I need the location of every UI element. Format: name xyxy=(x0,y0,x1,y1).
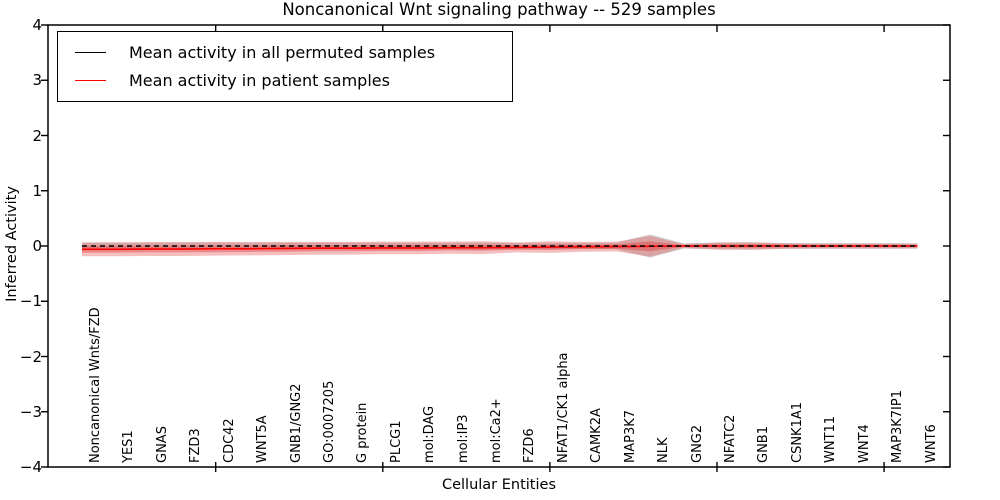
x-category-label: G protein xyxy=(355,402,371,463)
x-category-label: GNB1 xyxy=(756,426,772,463)
x-category-label: Noncanonical Wnts/FZD xyxy=(88,307,103,463)
x-category-label: CDC42 xyxy=(221,418,237,463)
legend-box: Mean activity in all permuted samples Me… xyxy=(57,31,513,102)
x-category-label: MAP3K7 xyxy=(622,409,638,463)
x-category-label: NLK xyxy=(656,437,672,464)
x-category-label: WNT5A xyxy=(255,415,271,463)
legend-label: Mean activity in all permuted samples xyxy=(129,42,436,62)
x-category-label: mol:DAG xyxy=(422,405,438,463)
x-category-label: WNT6 xyxy=(923,424,939,463)
x-category-label: CAMK2A xyxy=(589,408,605,463)
y-tick-label: 2 xyxy=(32,126,42,145)
y-tick-label: 4 xyxy=(32,16,42,34)
legend-line-sample-black xyxy=(75,51,106,53)
x-category-label: YES1 xyxy=(121,430,137,463)
x-category-label: GNG2 xyxy=(689,424,705,463)
y-tick-label: 1 xyxy=(32,181,42,200)
x-category-label: mol:IP3 xyxy=(455,414,471,463)
x-category-label: PLCG1 xyxy=(388,420,404,463)
x-category-label: WNT11 xyxy=(823,415,839,463)
y-tick-label: −3 xyxy=(19,402,42,421)
chart-title: Noncanonical Wnt signaling pathway -- 52… xyxy=(282,0,716,19)
x-category-label: FZD3 xyxy=(188,428,204,463)
x-category-label: GO:0007205 xyxy=(321,380,337,463)
x-category-label: CSNK1A1 xyxy=(789,401,805,463)
legend-item-permuted: Mean activity in all permuted samples xyxy=(58,38,512,66)
x-category-label: NFAT1/CK1 alpha xyxy=(555,352,571,463)
x-category-label: GNAS xyxy=(154,426,170,463)
y-tick-label: −1 xyxy=(19,292,42,311)
y-tick-label: 3 xyxy=(32,71,42,90)
x-category-label: MAP3K7IP1 xyxy=(890,390,906,463)
x-category-label: FZD6 xyxy=(522,428,538,463)
y-tick-label: 0 xyxy=(32,237,42,255)
y-tick-label: −2 xyxy=(19,347,42,366)
legend-item-patient: Mean activity in patient samples xyxy=(58,66,512,94)
x-category-label: GNB1/GNG2 xyxy=(288,383,304,463)
x-axis-title: Cellular Entities xyxy=(441,477,557,493)
x-category-label: mol:Ca2+ xyxy=(489,398,505,463)
legend-line-sample-red xyxy=(75,79,106,81)
x-category-label: WNT4 xyxy=(856,424,872,463)
x-category-label: NFATC2 xyxy=(722,414,738,463)
legend-label: Mean activity in patient samples xyxy=(129,70,390,90)
y-tick-label: −4 xyxy=(19,458,42,476)
